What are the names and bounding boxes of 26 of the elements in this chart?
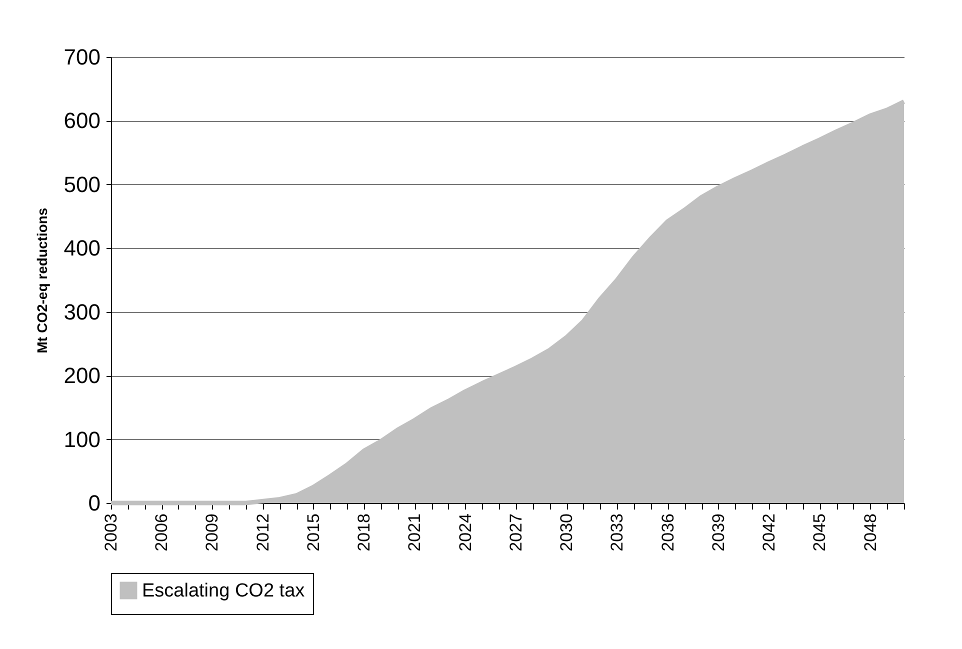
x-tick-label: 2033 <box>608 514 627 552</box>
x-tick-label: 2024 <box>456 514 475 552</box>
y-tick-label: 400 <box>64 236 100 261</box>
x-tick-label: 2045 <box>810 514 830 552</box>
x-tick-label: 2006 <box>152 514 172 552</box>
x-tick-label: 2042 <box>760 514 779 552</box>
x-tick-label: 2030 <box>557 514 576 552</box>
y-tick-label: 0 <box>88 490 100 516</box>
x-tick-label: 2039 <box>708 514 728 552</box>
x-tick-label: 2009 <box>202 514 222 552</box>
y-tick-label: 300 <box>64 299 100 324</box>
x-tick-label: 2012 <box>253 514 272 552</box>
y-axis-title: Mt CO2-eq reductions <box>34 208 50 354</box>
x-tick-label: 2003 <box>102 514 120 552</box>
legend-label: Escalating CO2 tax <box>142 580 306 602</box>
y-tick-label: 700 <box>64 44 100 70</box>
x-tick-label: 2021 <box>405 514 424 552</box>
y-tick-label: 200 <box>64 363 100 388</box>
x-tick-label: 2015 <box>304 514 323 552</box>
x-tick-label: 2036 <box>658 514 678 552</box>
y-tick-label: 100 <box>64 426 100 452</box>
x-tick-label: 2048 <box>860 514 880 552</box>
x-tick-label: 2027 <box>506 514 526 552</box>
y-tick-label: 500 <box>64 172 100 197</box>
x-tick-label: 2018 <box>354 514 374 552</box>
y-tick-label: 600 <box>64 108 100 134</box>
